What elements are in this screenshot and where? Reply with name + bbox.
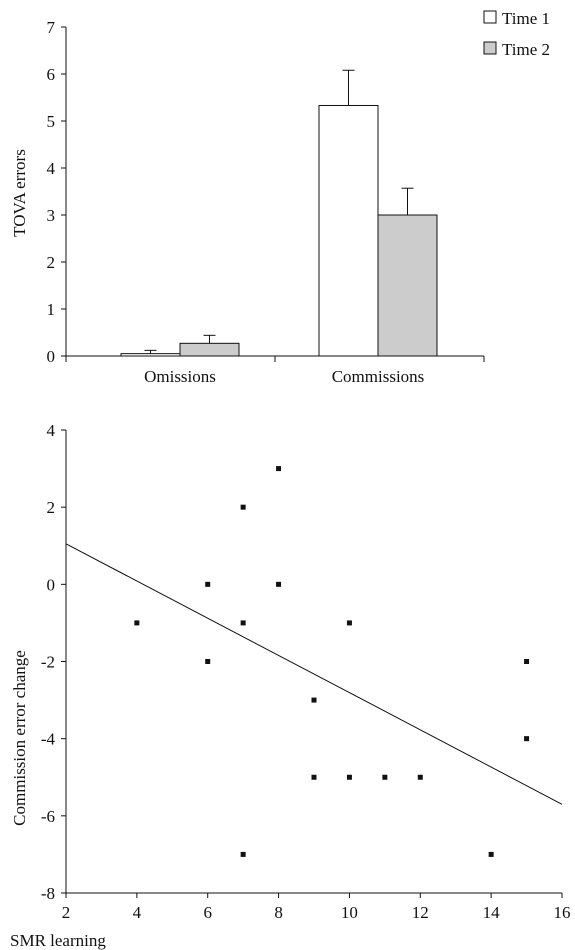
bar-y-tick-label: 0 — [47, 347, 56, 366]
legend-label: Time 2 — [502, 40, 550, 59]
bar-y-tick-label: 6 — [47, 65, 56, 84]
regression-line — [65, 543, 563, 805]
bar-time-2 — [179, 342, 240, 357]
scatter-point — [417, 774, 423, 780]
scatter-y-tick-label: -8 — [41, 884, 55, 903]
legend-swatch — [483, 41, 497, 55]
legend-label: Time 1 — [502, 9, 550, 28]
bar-y-tick-label: 1 — [47, 300, 56, 319]
scatter-x-tick-label: 4 — [133, 903, 142, 922]
bar-time-1 — [318, 104, 379, 357]
bar-category-label: Commissions — [332, 367, 425, 386]
bar-y-tick-label: 3 — [47, 206, 56, 225]
scatter-point — [276, 466, 282, 472]
scatter-x-tick-label: 8 — [274, 903, 283, 922]
scatter-point — [524, 736, 530, 742]
bar-time-2 — [377, 214, 438, 357]
scatter-point — [240, 504, 246, 510]
scatter-x-tick-label: 2 — [62, 903, 71, 922]
scatter-point — [240, 851, 246, 857]
scatter-y-tick-label: 2 — [47, 498, 56, 517]
scatter-point — [382, 774, 388, 780]
bar-chart: TOVA errors Time 1 Time 2 0 1 2 3 4 5 6 7 Omissio… — [10, 9, 550, 386]
scatter-point — [205, 581, 211, 587]
scatter-y-tick-label: -4 — [41, 730, 56, 749]
bar-legend: Time 1 Time 2 — [483, 9, 550, 59]
scatter-y-tick-label: -2 — [41, 653, 55, 672]
scatter-point — [524, 659, 530, 664]
scatter-point — [311, 774, 317, 780]
scatter-y-tick-label: 4 — [47, 421, 56, 440]
scatter-y-tick-label: 0 — [47, 575, 56, 594]
scatter-x-tick-label: 12 — [412, 903, 429, 922]
scatter-point — [346, 774, 352, 780]
scatter-point — [488, 851, 494, 857]
scatter-x-tick-label: 16 — [554, 903, 571, 922]
scatter-point — [134, 620, 140, 626]
scatter-point — [205, 659, 211, 664]
scatter-point — [240, 620, 246, 626]
bar-y-tick-label: 4 — [47, 159, 56, 178]
bar-y-tick-label: 2 — [47, 253, 56, 272]
bar-time-1 — [120, 353, 181, 357]
scatter-x-axis-title: SMR learning — [10, 931, 106, 950]
bar-category-label: Omissions — [144, 367, 216, 386]
scatter-x-tick-label: 14 — [483, 903, 501, 922]
scatter-x-tick-label: 10 — [341, 903, 358, 922]
bar-y-axis-title: TOVA errors — [10, 149, 29, 237]
scatter-point — [276, 581, 282, 587]
scatter-point — [311, 697, 317, 703]
bar-y-tick-label: 7 — [47, 18, 56, 37]
scatter-chart: Commission error change SMR learning 4 2 0… — [10, 421, 571, 950]
legend-swatch — [483, 10, 497, 24]
scatter-x-tick-label: 6 — [203, 903, 212, 922]
scatter-y-tick-label: -6 — [41, 807, 55, 826]
scatter-y-axis-title: Commission error change — [10, 650, 29, 826]
scatter-point — [346, 620, 352, 626]
bar-y-tick-label: 5 — [47, 112, 56, 131]
